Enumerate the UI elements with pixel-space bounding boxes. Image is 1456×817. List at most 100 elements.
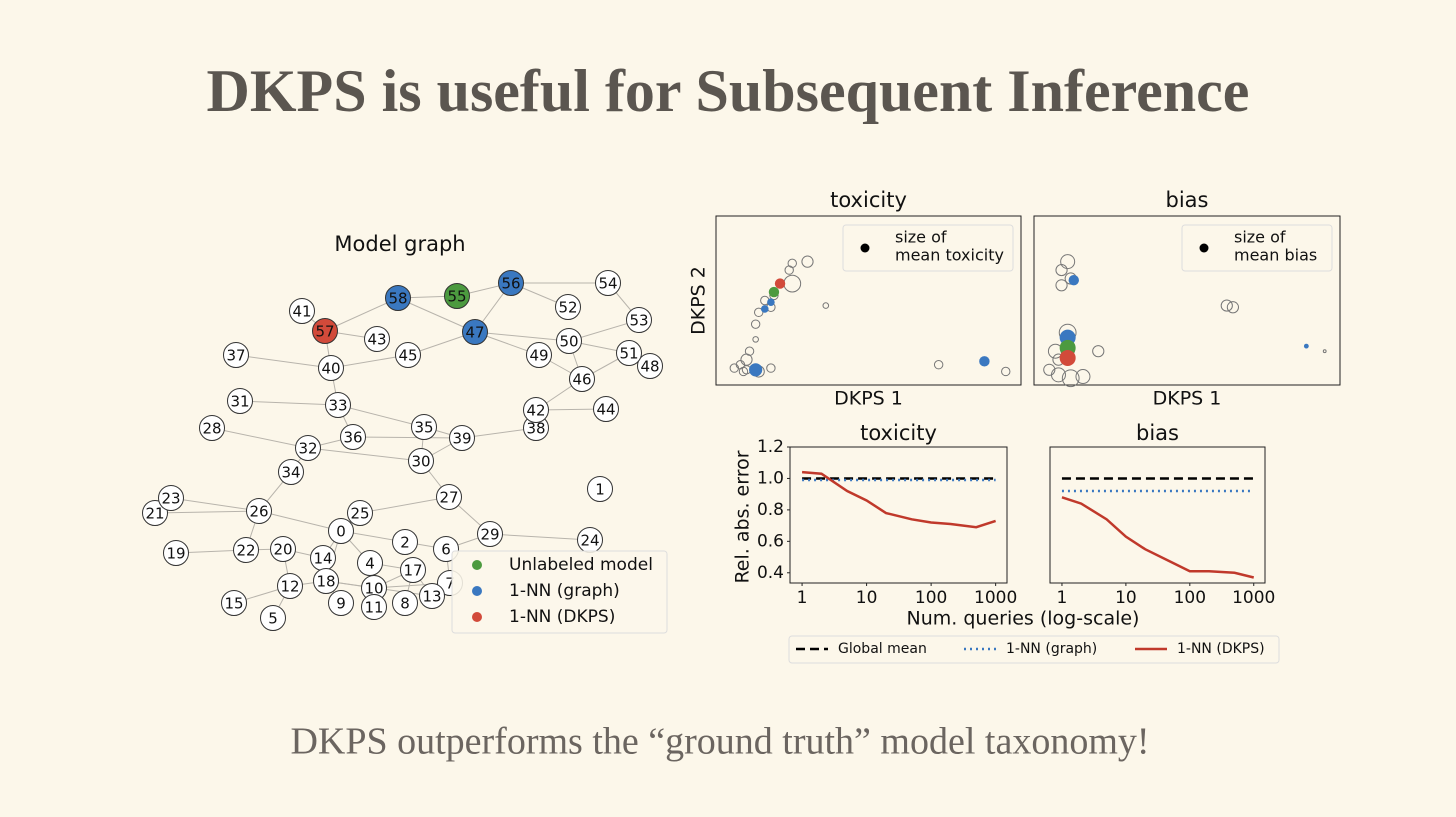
node-label: 26 xyxy=(249,503,268,521)
node-label: 51 xyxy=(619,345,638,363)
legend-marker xyxy=(472,612,482,622)
scatter-point xyxy=(1322,349,1327,354)
scatter-point xyxy=(1075,369,1091,385)
x-tick-label: 10 xyxy=(856,588,878,608)
x-axis-label: Num. queries (log-scale) xyxy=(907,608,1140,630)
graph-node xyxy=(523,397,549,423)
graph-node xyxy=(556,328,582,354)
size-legend-box xyxy=(842,224,1014,272)
graph-node xyxy=(526,342,552,368)
graph-node xyxy=(637,353,663,379)
node-label: 2 xyxy=(400,534,410,552)
node-label: 57 xyxy=(315,323,334,341)
graph-node xyxy=(419,583,445,609)
graph-node xyxy=(328,590,354,616)
graph-node xyxy=(498,270,524,296)
node-label: 29 xyxy=(480,526,499,544)
graph-node xyxy=(449,425,475,451)
graph-node xyxy=(462,319,488,345)
graph-edge xyxy=(307,447,422,462)
scatter-point xyxy=(1060,254,1076,270)
graph-node xyxy=(163,540,189,566)
scatter-point xyxy=(1055,263,1068,277)
y-tick-label: 0.6 xyxy=(757,531,784,551)
series-line xyxy=(801,470,997,529)
node-label: 43 xyxy=(367,331,386,349)
plot-title: bias xyxy=(1136,421,1179,445)
graph-node xyxy=(278,459,304,485)
legend-label: 1-NN (DKPS) xyxy=(509,607,615,627)
y-tick-label: 0.8 xyxy=(757,500,784,520)
graph-edge xyxy=(337,404,425,428)
graph-node xyxy=(361,594,387,620)
graph-edge xyxy=(211,427,309,449)
scatter-point xyxy=(754,307,764,318)
graph-node xyxy=(477,521,503,547)
slide-title: DKPS is useful for Subsequent Inference xyxy=(207,58,1250,124)
graph-node xyxy=(347,500,373,526)
node-label: 44 xyxy=(596,401,615,419)
graph-node xyxy=(270,536,296,562)
highlight-point xyxy=(1068,275,1079,286)
size-legend-box xyxy=(1181,224,1333,272)
legend-label: Unlabeled model xyxy=(509,555,653,575)
graph-node xyxy=(340,424,366,450)
highlight-point xyxy=(774,278,786,289)
node-label: 5 xyxy=(268,610,278,628)
graph-node xyxy=(364,326,390,352)
graph-node xyxy=(325,392,351,418)
scatter-point xyxy=(1001,366,1011,377)
node-label: 17 xyxy=(403,562,422,580)
size-legend-label: mean bias xyxy=(1234,246,1317,265)
y-axis-label: Rel. abs. error xyxy=(732,450,754,583)
graph-title: Model graph xyxy=(334,232,465,256)
scatter-point xyxy=(784,265,794,275)
node-label: 39 xyxy=(452,430,471,448)
graph-node xyxy=(395,342,421,368)
scatter-point xyxy=(1061,369,1080,388)
line-legend-box xyxy=(788,635,1280,664)
graph-node xyxy=(593,396,619,422)
plot-frame xyxy=(1049,446,1266,584)
node-label: 34 xyxy=(281,464,300,482)
scatter-point xyxy=(1220,299,1233,312)
x-tick-label: 1000 xyxy=(1232,588,1275,608)
graph-node xyxy=(246,498,272,524)
legend-label: 1-NN (graph) xyxy=(1006,641,1097,657)
node-label: 9 xyxy=(336,595,346,613)
plot-frame xyxy=(789,446,1008,584)
graph-node xyxy=(233,537,259,563)
node-label: 27 xyxy=(439,489,458,507)
graph-node xyxy=(289,298,315,324)
legend-label: 1-NN (graph) xyxy=(509,581,620,601)
node-label: 41 xyxy=(292,303,311,321)
y-tick-label: 1.0 xyxy=(757,468,784,488)
graph-node xyxy=(357,550,383,576)
node-label: 25 xyxy=(350,505,369,523)
node-label: 45 xyxy=(398,347,417,365)
node-label: 52 xyxy=(558,299,577,317)
scatter-point xyxy=(933,360,944,370)
graph-legend-box xyxy=(451,550,668,634)
graph-edge xyxy=(352,436,463,439)
graph-edge xyxy=(154,510,260,514)
legend-marker xyxy=(472,560,482,570)
graph-node xyxy=(318,355,344,381)
graph-edge xyxy=(397,297,476,333)
node-label: 8 xyxy=(400,595,410,613)
graph-node xyxy=(411,414,437,440)
graph-edge xyxy=(474,331,570,342)
node-label: 18 xyxy=(316,573,335,591)
node-label: 33 xyxy=(328,397,347,415)
graph-node xyxy=(555,294,581,320)
graph-node xyxy=(392,590,418,616)
node-label: 48 xyxy=(640,358,659,376)
graph-node xyxy=(142,500,168,526)
node-label: 40 xyxy=(321,360,340,378)
graph-node xyxy=(595,270,621,296)
plot-frame xyxy=(1033,215,1341,386)
node-label: 22 xyxy=(236,542,255,560)
node-label: 4 xyxy=(365,555,375,573)
